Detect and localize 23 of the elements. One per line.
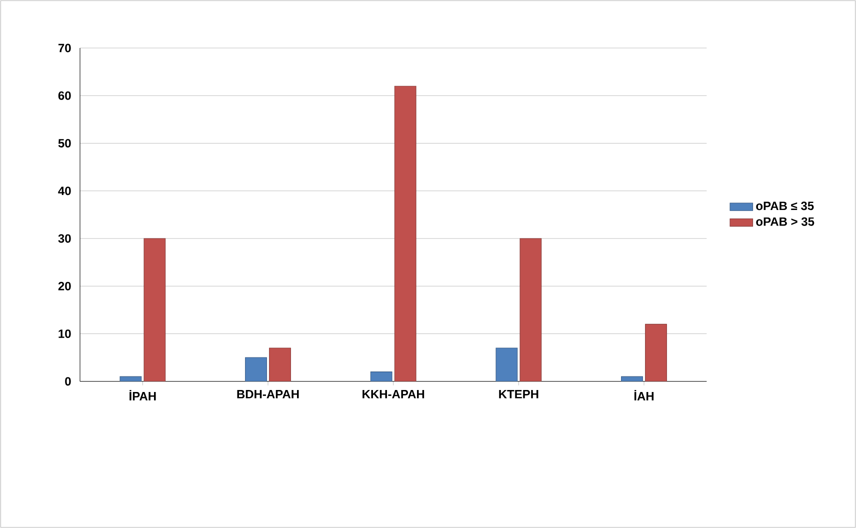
x-tick-label: KKH-APAH [362, 390, 424, 398]
y-tick-label: 60 [58, 91, 71, 100]
bar [269, 348, 291, 382]
x-tick-label: İPAH [130, 390, 156, 400]
x-tick-label: İAH [634, 390, 654, 400]
y-tick-label: 40 [58, 186, 71, 196]
legend-label: oPAB > 35 [756, 217, 814, 226]
bar [245, 357, 267, 382]
y-tick-label: 50 [58, 138, 71, 148]
x-tick-label: KTEPH [499, 390, 538, 398]
bar [370, 372, 392, 382]
x-tick-label: BDH-APAH [237, 390, 299, 398]
legend-label: oPAB ≤ 35 [756, 202, 814, 210]
y-tick-label: 10 [58, 329, 71, 338]
y-tick-label: 0 [65, 377, 71, 386]
bar [394, 86, 416, 382]
y-tick-label: 70 [58, 44, 71, 52]
bar [645, 324, 667, 382]
y-tick-label: 20 [58, 282, 71, 290]
bar [144, 238, 166, 382]
y-tick-label: 30 [58, 234, 71, 243]
bar [520, 238, 542, 382]
bar [496, 348, 518, 382]
